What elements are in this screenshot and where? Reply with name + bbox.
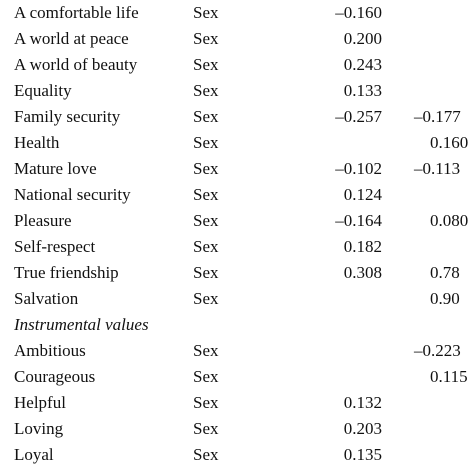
coefficient: 0.080 [430, 211, 469, 230]
coefficient: 0.124 [343, 185, 382, 204]
row-label: Ambitious [14, 341, 86, 360]
coefficient: 0.133 [343, 81, 382, 100]
row-label: Mature love [14, 159, 97, 178]
table-row: Pleasure Sex –0.164 0.080 [0, 208, 474, 234]
row-label: Health [14, 133, 60, 152]
coefficient: 0.243 [343, 55, 382, 74]
variable: Sex [193, 29, 219, 48]
coefficient: 0.90 [430, 289, 460, 308]
row-label: Instrumental values [14, 315, 149, 334]
row-label: Helpful [14, 393, 66, 412]
row-label: Pleasure [14, 211, 72, 230]
coefficient: 0.182 [343, 237, 382, 256]
table-row: A world at peace Sex 0.200 [0, 26, 474, 52]
variable: Sex [193, 289, 219, 308]
table-row: Equality Sex 0.133 [0, 78, 474, 104]
table-row: Loving Sex 0.203 [0, 416, 474, 442]
table-row: Instrumental values [0, 312, 474, 338]
variable: Sex [193, 341, 219, 360]
variable: Sex [193, 3, 219, 22]
variable: Sex [193, 185, 219, 204]
table-row: Helpful Sex 0.132 [0, 390, 474, 416]
row-label: Loyal [14, 445, 54, 464]
variable: Sex [193, 367, 219, 386]
table-row: A comfortable life Sex –0.160 [0, 0, 474, 26]
coefficient: –0.223 [414, 341, 461, 360]
table-row: True friendship Sex 0.308 0.78 [0, 260, 474, 286]
coefficient: –0.177 [414, 107, 461, 126]
coefficient: –0.160 [335, 3, 382, 22]
table-row: Loyal Sex 0.135 [0, 442, 474, 468]
table-row: Courageous Sex 0.115 [0, 364, 474, 390]
coefficient: 0.132 [343, 393, 382, 412]
row-label: Family security [14, 107, 121, 126]
coefficient: 0.200 [343, 29, 382, 48]
coefficient: 0.115 [430, 367, 468, 386]
variable: Sex [193, 263, 219, 282]
coefficient: –0.113 [414, 159, 461, 178]
coefficient: –0.257 [335, 107, 382, 126]
table-row: Health Sex 0.160 [0, 130, 474, 156]
table-row: A world of beauty Sex 0.243 [0, 52, 474, 78]
row-label: Courageous [14, 367, 96, 386]
row-label: Self-respect [14, 237, 96, 256]
table-row: National security Sex 0.124 [0, 182, 474, 208]
variable: Sex [193, 81, 219, 100]
coefficient: 0.308 [343, 263, 382, 282]
row-label: True friendship [14, 263, 119, 282]
table-row: Ambitious Sex –0.223 [0, 338, 474, 364]
coefficient: –0.102 [335, 159, 382, 178]
variable: Sex [193, 159, 219, 178]
row-label: Salvation [14, 289, 79, 308]
table-row: Family security Sex –0.257 –0.177 [0, 104, 474, 130]
variable: Sex [193, 55, 219, 74]
variable: Sex [193, 107, 219, 126]
row-label: National security [14, 185, 131, 204]
variable: Sex [193, 211, 219, 230]
coefficient: 0.135 [343, 445, 382, 464]
coefficient: –0.164 [335, 211, 382, 230]
coefficient: 0.203 [343, 419, 382, 438]
table-row: Self-respect Sex 0.182 [0, 234, 474, 260]
variable: Sex [193, 133, 219, 152]
variable: Sex [193, 393, 219, 412]
table-row: Mature love Sex –0.102 –0.113 [0, 156, 474, 182]
coefficient: 0.160 [430, 133, 469, 152]
row-label: A world of beauty [14, 55, 138, 74]
variable: Sex [193, 237, 219, 256]
row-label: Loving [14, 419, 64, 438]
variable: Sex [193, 445, 219, 464]
row-label: A world at peace [14, 29, 129, 48]
table-row: Salvation Sex 0.90 [0, 286, 474, 312]
variable: Sex [193, 419, 219, 438]
row-label: Equality [14, 81, 72, 100]
row-label: A comfortable life [14, 3, 139, 22]
coefficient: 0.78 [430, 263, 460, 282]
